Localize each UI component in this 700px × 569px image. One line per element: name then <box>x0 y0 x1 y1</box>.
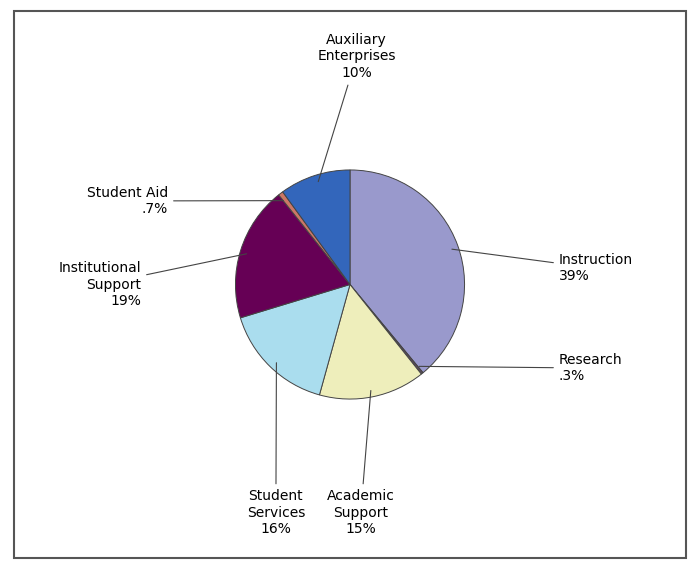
Wedge shape <box>319 284 421 399</box>
Wedge shape <box>283 170 350 284</box>
Text: Auxiliary
Enterprises
10%: Auxiliary Enterprises 10% <box>318 33 396 182</box>
Wedge shape <box>235 195 350 318</box>
Text: Academic
Support
15%: Academic Support 15% <box>327 390 395 536</box>
Text: Instruction
39%: Instruction 39% <box>452 249 633 283</box>
Text: Student Aid
.7%: Student Aid .7% <box>87 186 284 216</box>
Wedge shape <box>350 284 423 374</box>
Text: Student
Services
16%: Student Services 16% <box>246 362 305 536</box>
Text: Institutional
Support
19%: Institutional Support 19% <box>59 254 246 308</box>
Wedge shape <box>350 170 465 373</box>
Wedge shape <box>279 192 350 284</box>
Text: Research
.3%: Research .3% <box>419 353 622 383</box>
Wedge shape <box>240 284 350 395</box>
